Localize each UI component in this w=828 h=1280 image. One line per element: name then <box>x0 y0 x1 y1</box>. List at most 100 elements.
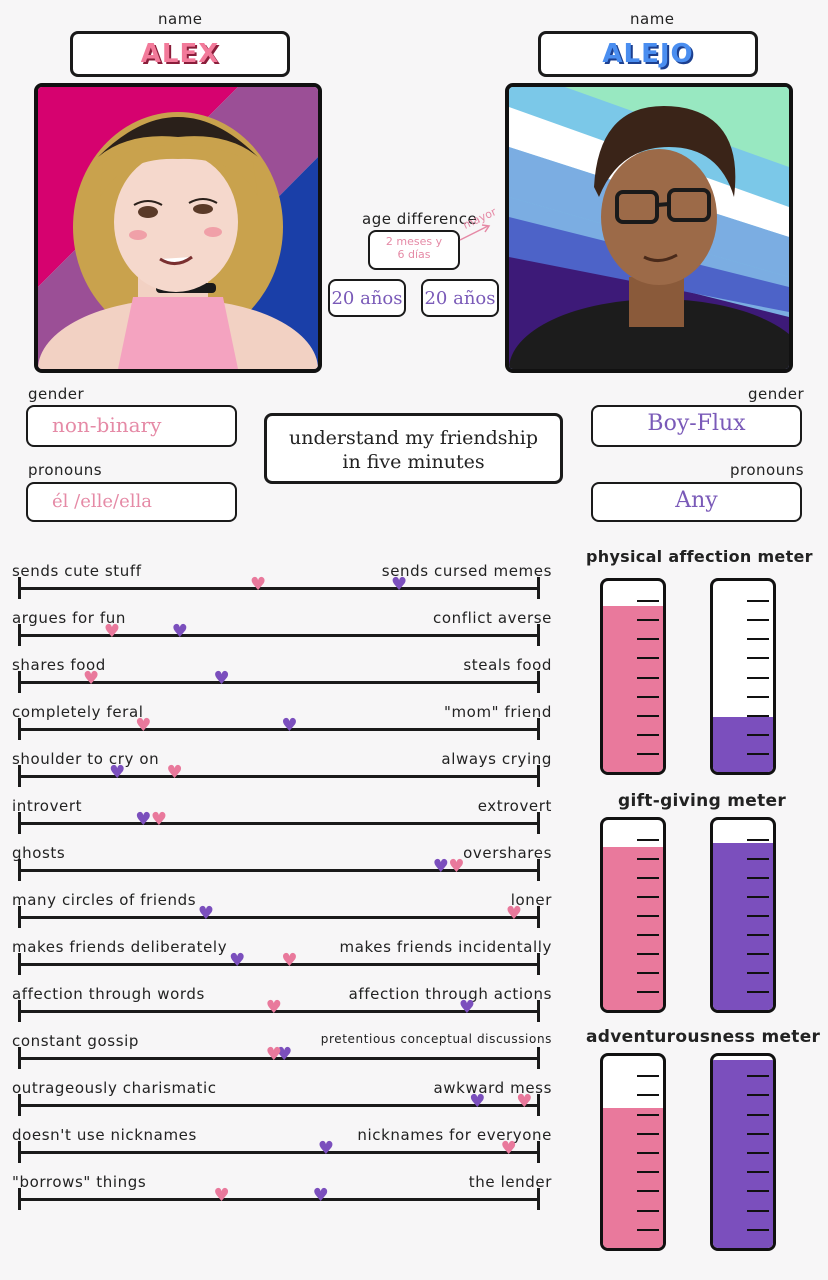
meter-tick <box>747 733 769 736</box>
pink-meter-fill <box>603 1107 663 1248</box>
scale-left-label: affection through words <box>12 985 205 1003</box>
meter-tick <box>637 915 659 917</box>
purple-heart-marker-icon: ♥ <box>469 1091 486 1112</box>
scale-cap-left <box>18 1094 21 1116</box>
left-gender-label: gender <box>28 385 85 403</box>
left-age: 20 años <box>331 287 403 309</box>
scale-cap-left <box>18 765 21 787</box>
meter-tick <box>637 1132 659 1135</box>
meter-tick <box>747 695 769 698</box>
scale-cap-right <box>537 765 540 787</box>
scale-left-label: outrageously charismatic <box>12 1079 217 1097</box>
scale-cap-right <box>537 1188 540 1210</box>
meter-tick <box>747 1113 769 1116</box>
right-gender-label: gender <box>748 385 805 403</box>
meter-tick <box>747 657 769 660</box>
age-difference-box: 2 meses y 6 días <box>368 230 460 270</box>
scale-line <box>18 963 540 966</box>
scale-row: shares food steals food ♥ ♥ <box>0 656 560 702</box>
meter-tick <box>637 657 659 660</box>
scale-cap-right <box>537 577 540 599</box>
scale-row: ghosts overshares ♥ ♥ <box>0 844 560 890</box>
pink-heart-marker-icon: ♥ <box>281 950 298 971</box>
meter-tick <box>637 1075 659 1078</box>
scale-left-label: introvert <box>12 797 83 815</box>
left-pronouns: él /elle/ella <box>52 491 152 512</box>
scale-line <box>18 822 540 825</box>
pink-meter-tube <box>600 817 666 1013</box>
scale-right-label: conflict averse <box>433 609 552 627</box>
meter-tick <box>637 600 659 603</box>
scale-row: many circles of friends loner ♥ ♥ <box>0 891 560 937</box>
scale-line <box>18 587 540 590</box>
meter-tick <box>637 752 659 755</box>
purple-meter-fill <box>713 716 773 772</box>
pink-heart-marker-icon: ♥ <box>265 997 282 1018</box>
scale-left-label: doesn't use nicknames <box>12 1126 197 1144</box>
purple-heart-marker-icon: ♥ <box>458 997 475 1018</box>
meter-tick <box>747 752 769 755</box>
left-portrait-art <box>38 87 318 369</box>
scales-list: sends cute stuff sends cursed memes ♥ ♥ argu… <box>0 562 560 1232</box>
scale-line <box>18 634 540 637</box>
meter-tick <box>637 1113 659 1116</box>
scale-row: makes friends deliberately makes friends … <box>0 938 560 984</box>
meter-tick <box>747 1075 769 1078</box>
scale-cap-left <box>18 953 21 975</box>
pink-heart-marker-icon: ♥ <box>505 903 522 924</box>
left-gender-box: non-binary <box>26 405 237 447</box>
pink-heart-marker-icon: ♥ <box>265 1044 282 1065</box>
meter-tick <box>747 1171 769 1174</box>
scale-row: argues for fun conflict averse ♥ ♥ <box>0 609 560 655</box>
scale-left-label: shares food <box>12 656 106 674</box>
purple-heart-marker-icon: ♥ <box>432 856 449 877</box>
left-name: ALEX <box>140 39 220 69</box>
meter-tick <box>747 1209 769 1212</box>
meter-tick <box>747 839 769 841</box>
scale-cap-right <box>537 624 540 646</box>
scale-right-label: the lender <box>468 1173 552 1191</box>
meter-tick <box>637 619 659 622</box>
scale-cap-right <box>537 1047 540 1069</box>
left-name-box: ALEX <box>70 31 290 77</box>
scale-cap-left <box>18 671 21 693</box>
pink-heart-marker-icon: ♥ <box>250 574 267 595</box>
scale-right-label: "mom" friend <box>443 703 552 721</box>
right-pronouns-label: pronouns <box>730 461 805 479</box>
scale-cap-right <box>537 859 540 881</box>
meter-tick <box>637 1152 659 1154</box>
meter-tick <box>637 676 659 679</box>
purple-heart-marker-icon: ♥ <box>197 903 214 924</box>
scale-left-label: argues for fun <box>12 609 127 627</box>
scale-right-label: affection through actions <box>348 985 552 1003</box>
scale-line <box>18 1057 540 1060</box>
meter-tick <box>747 972 769 974</box>
scale-cap-left <box>18 906 21 928</box>
meter-tick <box>747 991 769 993</box>
purple-heart-marker-icon: ♥ <box>281 715 298 736</box>
right-age: 20 años <box>424 287 496 309</box>
scale-row: outrageously charismatic awkward mess ♥ ♥ <box>0 1079 560 1125</box>
center-title-box: understand my friendship in five minutes <box>264 413 563 484</box>
scale-right-label: nicknames for everyone <box>357 1126 552 1144</box>
scale-line <box>18 1198 540 1201</box>
scale-cap-left <box>18 1188 21 1210</box>
meter-tick <box>747 1132 769 1135</box>
right-pronouns-box: Any <box>591 482 802 522</box>
age-difference-value-line1: 2 meses y <box>385 235 443 248</box>
right-name-label: name <box>630 10 675 28</box>
right-name-box: ALEJO <box>538 31 758 77</box>
pink-meter-fill <box>603 846 663 1010</box>
scale-left-label: many circles of friends <box>12 891 197 909</box>
purple-heart-marker-icon: ♥ <box>135 809 152 830</box>
scale-row: affection through words affection through… <box>0 985 560 1031</box>
age-difference-label: age difference <box>362 210 478 228</box>
left-pronouns-label: pronouns <box>28 461 103 479</box>
pink-heart-marker-icon: ♥ <box>500 1138 517 1159</box>
meter-tick <box>637 972 659 974</box>
meter-tick <box>637 934 659 936</box>
purple-heart-marker-icon: ♥ <box>317 1138 335 1159</box>
meter-tick <box>637 1190 659 1193</box>
purple-heart-marker-icon: ♥ <box>390 574 408 595</box>
meter-tick <box>637 858 659 860</box>
